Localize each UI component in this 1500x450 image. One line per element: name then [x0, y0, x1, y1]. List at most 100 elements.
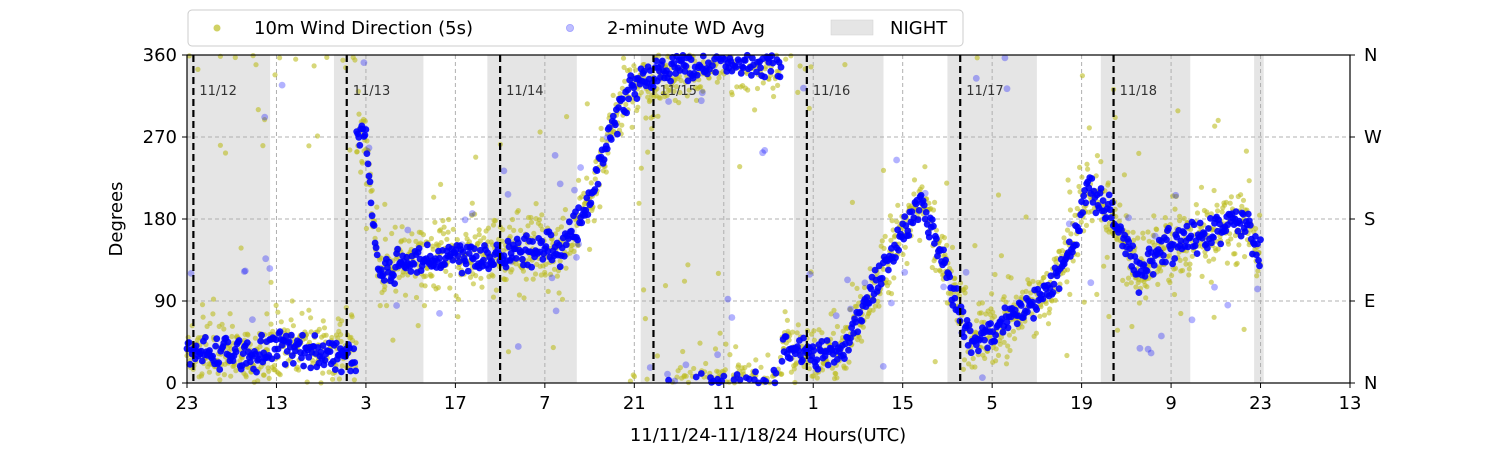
x-tick-label-13: 13 [1339, 393, 1362, 414]
wind-5s-point-923 [683, 373, 689, 379]
wind-5s-point-435 [421, 303, 428, 309]
wd-avg-point-747 [895, 246, 902, 254]
wd-avg-point-284 [459, 248, 467, 256]
wind-5s-point-1350 [919, 184, 925, 190]
wd-avg-point-208 [386, 258, 393, 266]
wind-5s-point-1346 [917, 237, 923, 243]
wind-5s-point-411 [409, 231, 415, 237]
wd-avg-point-719 [869, 296, 877, 304]
wind-5s-point-151 [266, 368, 272, 374]
wd-avg-point-1008 [1147, 349, 1155, 357]
wd-avg-point-247 [423, 241, 431, 249]
wind-5s-point-1072 [765, 352, 771, 358]
wd-avg-point-577 [732, 64, 740, 71]
wind-5s-point-1721 [1116, 218, 1122, 224]
wind-5s-point-1908 [1215, 117, 1221, 123]
wd-avg-point-861 [1003, 85, 1011, 93]
wd-avg-point-1102 [1237, 232, 1245, 240]
wd-avg-point-1033 [1171, 255, 1179, 262]
wind-5s-point-1511 [1005, 343, 1011, 349]
wind-5s-point-807 [622, 78, 628, 84]
wind-5s-point-139 [260, 143, 266, 149]
wd-avg-point-957 [1099, 197, 1107, 205]
day-marker-layer: 11/12 11/13 11/14 11/15 11/16 11/17 11/18 [192, 55, 1157, 383]
wd-avg-point-184 [362, 126, 370, 133]
wd-avg-point-171 [350, 345, 358, 353]
wind-5s-point-280 [338, 332, 344, 338]
wind-5s-point-482 [447, 272, 453, 278]
wind-5s-point-1735 [1123, 213, 1129, 219]
wind-5s-point-1744 [1128, 280, 1134, 286]
wind-5s-point-66 [221, 326, 227, 332]
x-tick-label-3: 17 [444, 393, 467, 414]
wd-avg-point-278 [454, 252, 462, 260]
wind-5s-point-1954 [1241, 326, 1247, 332]
wind-5s-point-249 [320, 370, 326, 376]
wind-5s-point-481 [447, 285, 453, 291]
wd-avg-point-1101 [1236, 220, 1244, 227]
wind-5s-point-696 [560, 215, 566, 221]
wind-5s-point-63 [219, 321, 225, 327]
wd-avg-point-448 [612, 121, 619, 129]
wd-avg-point-1121 [1256, 262, 1263, 270]
wd-avg-point-1060 [1196, 219, 1204, 227]
day-marker-label-4: 11/16 [813, 84, 850, 99]
wind-5s-point-227 [308, 315, 314, 321]
wd-avg-point-173 [352, 367, 360, 375]
wd-avg-point-400 [568, 227, 575, 235]
wind-5s-point-1226 [849, 199, 856, 205]
wd-avg-point-29 [212, 342, 220, 350]
wind-5s-point-525 [469, 200, 475, 206]
wind-5s-point-1858 [1189, 253, 1195, 259]
wind-5s-point-930 [686, 87, 692, 93]
wd-avg-point-239 [415, 245, 423, 252]
wind-5s-point-1834 [1177, 218, 1183, 224]
wd-avg-point-830 [975, 347, 982, 355]
wd-avg-point-226 [403, 253, 411, 261]
wind-5s-point-548 [481, 235, 487, 241]
wd-avg-point-110 [287, 331, 295, 339]
wind-5s-point-1051 [753, 357, 759, 363]
wd-avg-point-745 [893, 156, 900, 164]
wind-5s-point-1978 [1254, 273, 1260, 279]
wd-avg-point-758 [905, 232, 913, 239]
wd-avg-point-820 [965, 321, 973, 329]
wind-5s-point-1007 [729, 92, 735, 98]
wind-5s-point-1544 [1023, 288, 1029, 294]
wd-avg-point-590 [745, 375, 753, 383]
wind-5s-point-1854 [1187, 261, 1193, 267]
wd-avg-point-352 [523, 232, 530, 240]
wd-avg-point-573 [728, 314, 736, 321]
wind-5s-point-983 [716, 75, 722, 81]
wd-avg-point-975 [1118, 226, 1125, 234]
wind-5s-point-1767 [1140, 230, 1146, 236]
wd-avg-point-660 [813, 356, 821, 364]
wd-avg-point-912 [1055, 285, 1063, 293]
wd-avg-point-196 [373, 251, 381, 259]
wind-5s-point-394 [399, 224, 405, 230]
wd-avg-point-459 [623, 109, 630, 117]
wind-5s-point-603 [509, 216, 516, 223]
legend-label-night: NIGHT [890, 18, 948, 39]
y2-tick-label-3: W [1364, 127, 1382, 148]
wind-5s-point-186 [285, 328, 291, 334]
wind-5s-point-1844 [1181, 215, 1187, 222]
wind-5s-point-376 [390, 337, 396, 343]
wind-5s-point-1617 [1064, 352, 1070, 359]
wind-5s-point-108 [243, 374, 249, 380]
wind-5s-point-130 [255, 107, 261, 113]
wind-5s-point-205 [296, 367, 302, 373]
wind-5s-point-47 [210, 296, 217, 302]
wd-avg-point-33 [216, 366, 224, 373]
wd-avg-point-661 [814, 365, 822, 373]
wd-avg-point-837 [981, 336, 988, 344]
wd-avg-point-190 [367, 199, 375, 207]
wind-5s-point-1060 [758, 364, 764, 370]
wd-avg-point-623 [777, 63, 785, 71]
wd-avg-point-578 [733, 371, 741, 378]
wd-avg-point-414 [578, 219, 586, 227]
wind-5s-point-1291 [886, 280, 892, 286]
wind-5s-point-325 [362, 118, 368, 124]
wind-5s-point-1814 [1166, 253, 1172, 259]
wd-avg-point-926 [1069, 248, 1076, 256]
